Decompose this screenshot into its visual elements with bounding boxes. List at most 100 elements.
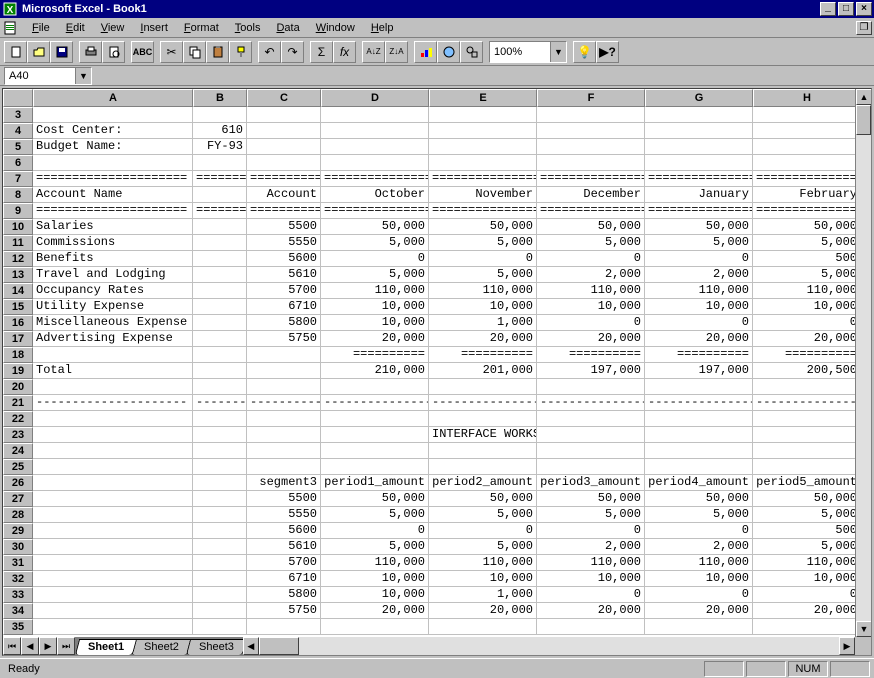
cell[interactable] <box>193 603 247 619</box>
cell[interactable]: 5,000 <box>321 235 429 251</box>
row-header-20[interactable]: 20 <box>3 379 33 395</box>
cell[interactable]: 0 <box>537 315 645 331</box>
column-header-E[interactable]: E <box>429 89 537 107</box>
cell[interactable] <box>753 619 855 635</box>
cell[interactable] <box>193 155 247 171</box>
row-header-27[interactable]: 27 <box>3 491 33 507</box>
cell[interactable] <box>429 443 537 459</box>
cell[interactable]: period1_amount <box>321 475 429 491</box>
cell[interactable]: 50,000 <box>753 491 855 507</box>
cell[interactable]: 110,000 <box>645 555 753 571</box>
cell[interactable] <box>193 235 247 251</box>
row-header-3[interactable]: 3 <box>3 107 33 123</box>
cell[interactable]: 20,000 <box>429 331 537 347</box>
cell[interactable]: 210,000 <box>321 363 429 379</box>
vscroll-thumb[interactable] <box>856 105 871 135</box>
cell[interactable]: Miscellaneous Expense <box>33 315 193 331</box>
cell[interactable] <box>247 347 321 363</box>
cell[interactable]: ========== <box>321 347 429 363</box>
cell[interactable] <box>753 427 855 443</box>
cell[interactable]: 0 <box>537 587 645 603</box>
select-all-corner[interactable] <box>3 89 33 107</box>
cell[interactable]: -------- <box>193 395 247 411</box>
cell[interactable]: 110,000 <box>537 283 645 299</box>
cell[interactable]: 197,000 <box>645 363 753 379</box>
column-header-B[interactable]: B <box>193 89 247 107</box>
cell[interactable]: --------------------- <box>33 395 193 411</box>
row-header-16[interactable]: 16 <box>3 315 33 331</box>
cell[interactable]: 201,000 <box>429 363 537 379</box>
vscroll-track[interactable] <box>856 105 871 621</box>
cell[interactable]: Occupancy Rates <box>33 283 193 299</box>
cell[interactable]: December <box>537 187 645 203</box>
cell[interactable] <box>645 379 753 395</box>
cell[interactable] <box>33 507 193 523</box>
cell[interactable] <box>321 123 429 139</box>
copy-button[interactable] <box>183 41 206 63</box>
cells-grid[interactable]: 34Cost Center:6105Budget Name:FY-9367===… <box>3 107 855 637</box>
cell[interactable]: 5,000 <box>321 507 429 523</box>
cell[interactable] <box>33 427 193 443</box>
cell[interactable] <box>645 123 753 139</box>
cell[interactable] <box>753 379 855 395</box>
cell[interactable] <box>33 523 193 539</box>
cell[interactable]: 110,000 <box>321 555 429 571</box>
menu-window[interactable]: Window <box>308 20 363 36</box>
cell[interactable] <box>645 411 753 427</box>
cell[interactable]: 5,000 <box>753 507 855 523</box>
cell[interactable]: 10,000 <box>429 299 537 315</box>
cell[interactable] <box>247 155 321 171</box>
cell[interactable]: 10,000 <box>321 315 429 331</box>
cell[interactable] <box>193 539 247 555</box>
cell[interactable]: 50,000 <box>645 219 753 235</box>
cell[interactable] <box>429 155 537 171</box>
cell[interactable] <box>247 443 321 459</box>
cell[interactable]: 110,000 <box>429 555 537 571</box>
cell[interactable]: segment3 <box>247 475 321 491</box>
redo-button[interactable]: ↷ <box>281 41 304 63</box>
row-header-4[interactable]: 4 <box>3 123 33 139</box>
cell[interactable]: November <box>429 187 537 203</box>
row-header-24[interactable]: 24 <box>3 443 33 459</box>
name-box-input[interactable] <box>5 68 75 84</box>
cell[interactable] <box>193 491 247 507</box>
column-header-C[interactable]: C <box>247 89 321 107</box>
cell[interactable]: 5610 <box>247 539 321 555</box>
cell[interactable]: 5,000 <box>753 235 855 251</box>
cell[interactable]: 50,000 <box>753 219 855 235</box>
cell[interactable]: 0 <box>429 523 537 539</box>
cell[interactable]: 20,000 <box>753 603 855 619</box>
cell[interactable] <box>33 107 193 123</box>
row-header-14[interactable]: 14 <box>3 283 33 299</box>
cell[interactable]: 10,000 <box>753 571 855 587</box>
cell[interactable]: 10,000 <box>429 571 537 587</box>
cell[interactable] <box>537 443 645 459</box>
sort-desc-button[interactable]: Z↓A <box>385 41 408 63</box>
cell[interactable]: --------------- <box>429 395 537 411</box>
row-header-28[interactable]: 28 <box>3 507 33 523</box>
cell[interactable] <box>193 299 247 315</box>
row-header-5[interactable]: 5 <box>3 139 33 155</box>
row-header-21[interactable]: 21 <box>3 395 33 411</box>
cell[interactable]: 50,000 <box>321 491 429 507</box>
name-box-dropdown[interactable]: ▼ <box>75 68 91 84</box>
cell[interactable]: 110,000 <box>429 283 537 299</box>
cell[interactable] <box>537 427 645 443</box>
cell[interactable]: 5800 <box>247 315 321 331</box>
cell[interactable] <box>247 459 321 475</box>
row-header-6[interactable]: 6 <box>3 155 33 171</box>
cell[interactable]: 0 <box>753 315 855 331</box>
cell[interactable] <box>193 379 247 395</box>
cell[interactable] <box>247 363 321 379</box>
hscroll-track[interactable] <box>259 637 839 655</box>
row-header-35[interactable]: 35 <box>3 619 33 635</box>
cell[interactable]: ========== <box>247 171 321 187</box>
tab-next-button[interactable]: ▶ <box>39 637 57 655</box>
maximize-button[interactable]: □ <box>838 2 854 16</box>
cell[interactable] <box>33 539 193 555</box>
format-painter-button[interactable] <box>229 41 252 63</box>
cell[interactable]: 20,000 <box>537 331 645 347</box>
menu-format[interactable]: Format <box>176 20 227 36</box>
cell[interactable]: 5750 <box>247 331 321 347</box>
cell[interactable] <box>193 443 247 459</box>
